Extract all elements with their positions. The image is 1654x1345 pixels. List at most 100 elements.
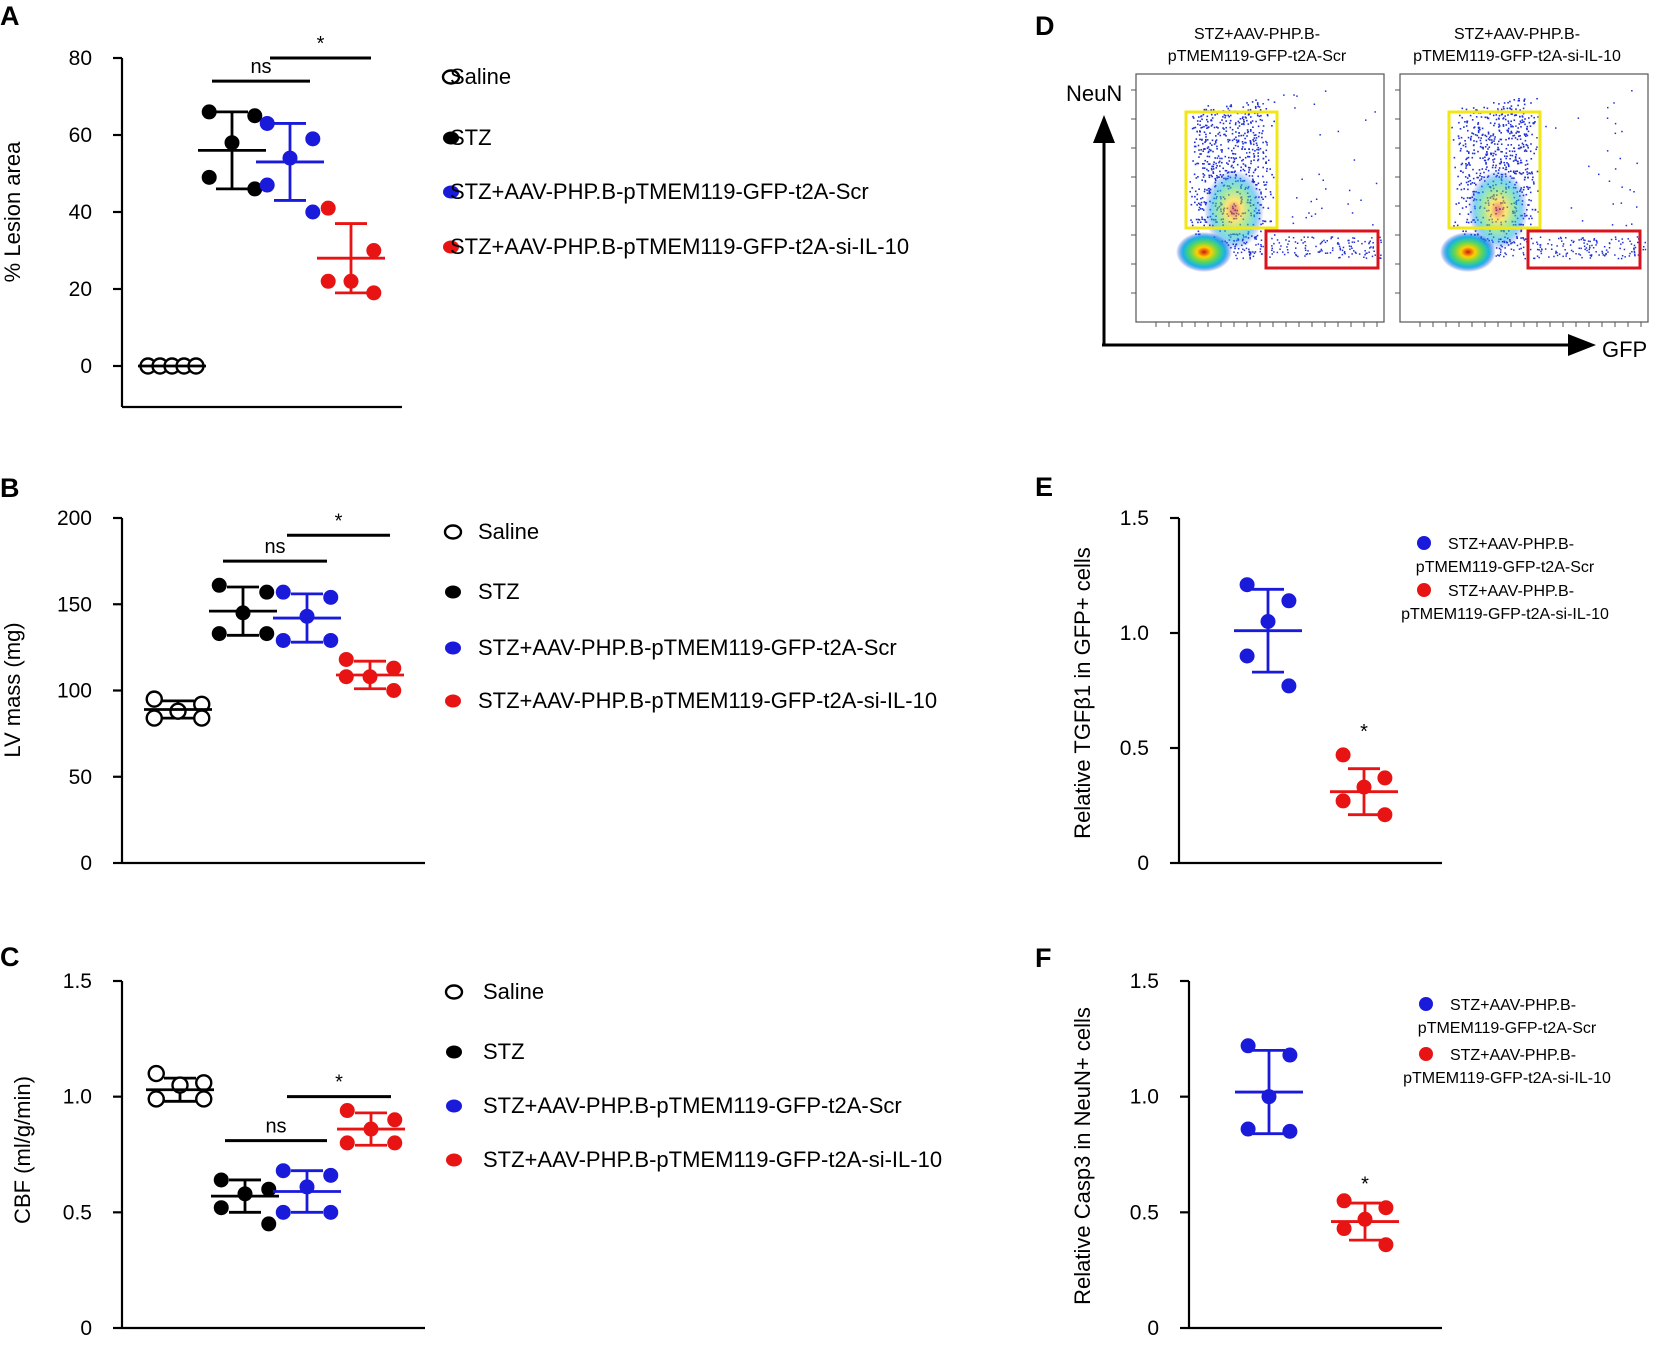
data-point xyxy=(320,200,336,216)
y-axis-label: Relative TGFβ1 in GFP+ cells xyxy=(1070,547,1095,839)
flow-event xyxy=(1296,242,1299,244)
flow-event xyxy=(1202,150,1204,152)
flow-event xyxy=(1351,241,1354,243)
data-point xyxy=(338,669,354,685)
flow-event xyxy=(1558,253,1561,255)
flow-event xyxy=(1514,159,1516,161)
flow-event xyxy=(1254,168,1257,170)
flow-event xyxy=(1309,253,1311,255)
flow-event xyxy=(1303,236,1305,238)
flow-event xyxy=(1524,168,1527,171)
flow-event xyxy=(1268,159,1270,161)
flow-event xyxy=(1255,244,1257,246)
flow-event xyxy=(1465,158,1467,161)
flow-event xyxy=(1201,197,1204,199)
flow-event xyxy=(1242,168,1245,171)
flow-event xyxy=(1492,154,1494,157)
flow-event xyxy=(1492,159,1494,161)
flow-event xyxy=(1201,208,1204,210)
flow-event xyxy=(1202,167,1204,169)
flow-event xyxy=(1211,144,1213,146)
flow-event xyxy=(1477,136,1480,139)
flow-event xyxy=(1461,107,1464,110)
flow-event xyxy=(1529,186,1531,189)
legend-marker xyxy=(1417,583,1431,597)
flow-event xyxy=(1249,140,1252,142)
flow-event xyxy=(1282,251,1284,253)
flow-event xyxy=(1217,155,1220,157)
flow-event xyxy=(1245,241,1248,243)
flow-event xyxy=(1233,158,1236,160)
y-tick-label: 60 xyxy=(69,124,92,147)
flow-event xyxy=(1246,152,1248,154)
flow-event xyxy=(1515,108,1517,110)
data-point xyxy=(1378,1200,1394,1216)
flow-event xyxy=(1526,127,1528,130)
flow-event xyxy=(1514,137,1517,139)
flow-event xyxy=(1598,173,1600,176)
flow-event xyxy=(1529,125,1532,127)
flow-event xyxy=(1511,150,1514,153)
flow-event xyxy=(1583,245,1586,247)
flow-event xyxy=(1229,114,1232,117)
flow-event xyxy=(1210,119,1213,122)
flow-event xyxy=(1514,172,1516,175)
flow-event xyxy=(1231,149,1233,152)
y-tick-label: 50 xyxy=(69,766,92,789)
flow-event xyxy=(1528,172,1530,174)
flow-event xyxy=(1537,116,1539,118)
data-point xyxy=(1336,1193,1352,1209)
flow-event xyxy=(1262,175,1264,178)
flow-event xyxy=(1225,170,1228,172)
flow-event xyxy=(1260,191,1262,193)
flow-event xyxy=(1262,103,1264,105)
flow-event xyxy=(1502,125,1505,127)
flow-event xyxy=(1305,253,1307,256)
flow-event xyxy=(1519,109,1521,111)
flow-event xyxy=(1468,175,1471,177)
flow-event xyxy=(1636,206,1638,208)
flow-event xyxy=(1510,144,1513,146)
flow-event xyxy=(1614,132,1617,135)
flow-event xyxy=(1493,138,1496,140)
flow-event xyxy=(1248,250,1250,253)
flow-event xyxy=(1525,238,1527,240)
flow-event xyxy=(1532,242,1534,245)
flow-event xyxy=(1262,166,1264,169)
flow-event xyxy=(1241,239,1244,242)
flow-event xyxy=(1253,134,1256,137)
flow-event xyxy=(1589,257,1592,259)
flow-event xyxy=(1494,143,1496,145)
flow-event xyxy=(1203,190,1206,193)
flow-event xyxy=(1250,122,1252,124)
flow-event xyxy=(1208,176,1211,179)
flow-event xyxy=(1305,216,1307,219)
flow-event xyxy=(1353,237,1356,239)
flow-event xyxy=(1484,156,1486,158)
legend-label: STZ xyxy=(478,579,520,604)
flow-event xyxy=(1523,133,1526,135)
y-tick-label: 1.5 xyxy=(63,970,92,993)
flow-event xyxy=(1483,171,1485,174)
flow-event xyxy=(1358,253,1361,255)
flow-event xyxy=(1461,196,1463,199)
flow-event xyxy=(1529,191,1532,194)
flow-event xyxy=(1355,252,1357,254)
flow-event xyxy=(1260,114,1262,117)
flow-event xyxy=(1522,172,1525,174)
flow-event xyxy=(1485,163,1487,165)
flow-event xyxy=(1595,251,1597,253)
flow-event xyxy=(1230,104,1232,106)
data-point xyxy=(386,683,402,698)
flow-event xyxy=(1252,143,1255,146)
flow-event xyxy=(1486,116,1488,119)
flow-event xyxy=(1257,155,1259,157)
flow-event xyxy=(1518,157,1521,159)
flow-event xyxy=(1540,248,1543,250)
flow-event xyxy=(1242,116,1244,118)
flow-event xyxy=(1278,242,1281,244)
flow-event xyxy=(1631,90,1633,92)
flow-event xyxy=(1244,137,1246,140)
flow-event xyxy=(1319,134,1321,136)
flow-event xyxy=(1614,122,1617,125)
